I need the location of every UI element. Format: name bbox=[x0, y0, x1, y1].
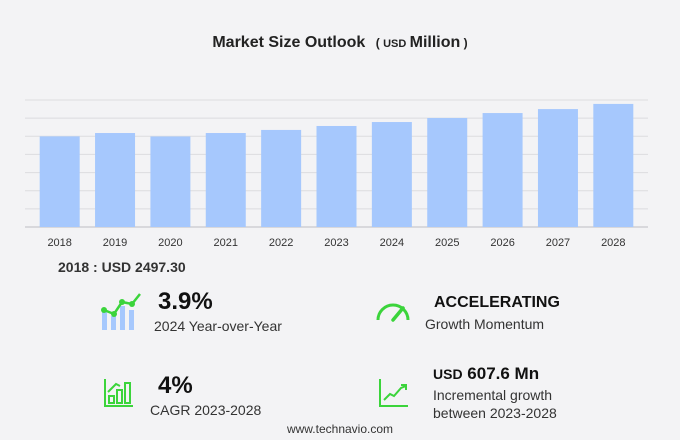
x-tick-label: 2023 bbox=[324, 237, 348, 249]
title-text: Market Size Outlook bbox=[212, 34, 366, 51]
bar-2021 bbox=[205, 133, 246, 227]
incremental-label-2: between 2023-2028 bbox=[433, 405, 557, 421]
cagr-label: CAGR 2023-2028 bbox=[150, 402, 262, 418]
base-year-value: 2018 : USD 2497.30 bbox=[58, 259, 186, 275]
bar-2020 bbox=[150, 136, 191, 227]
bar-2023 bbox=[316, 125, 357, 227]
footer-url: www.technavio.com bbox=[286, 422, 394, 436]
momentum-label: Growth Momentum bbox=[425, 316, 545, 332]
incremental-prefix: USD bbox=[433, 366, 463, 382]
momentum-value: ACCELERATING bbox=[434, 294, 560, 311]
bar-2027 bbox=[537, 109, 578, 227]
bar-2018 bbox=[39, 136, 80, 227]
x-tick-label: 2021 bbox=[214, 237, 238, 249]
x-tick-label: 2020 bbox=[158, 237, 182, 249]
yoy-label: 2024 Year-over-Year bbox=[154, 318, 282, 334]
x-tick-label: 2026 bbox=[490, 237, 514, 249]
incremental-label-1: Incremental growth bbox=[433, 387, 553, 403]
bar-chart: 2018 2019 2020 2021 2022 2023 2024 2025 2026 2027… bbox=[25, 99, 648, 249]
x-tick-label: 2024 bbox=[380, 237, 404, 249]
speedometer-icon bbox=[376, 303, 410, 322]
yoy-value: 3.9% bbox=[158, 288, 213, 315]
unit-text: Million bbox=[409, 34, 461, 51]
chart-title: Market Size Outlook ( USD Million ) bbox=[0, 34, 680, 52]
x-tick-label: 2022 bbox=[269, 237, 293, 249]
incremental-value: USD 607.6 Mn bbox=[433, 364, 539, 384]
x-tick-label: 2025 bbox=[435, 237, 459, 249]
incremental-amount: 607.6 Mn bbox=[467, 364, 540, 383]
bar-2024 bbox=[371, 122, 412, 227]
growth-chart-icon bbox=[101, 293, 141, 330]
bar-2019 bbox=[95, 133, 136, 227]
x-tick-label: 2018 bbox=[47, 237, 71, 249]
trend-line-icon bbox=[379, 379, 408, 407]
unit-label: ( USD Million ) bbox=[375, 34, 468, 51]
cagr-value: 4% bbox=[158, 372, 193, 399]
bar-2025 bbox=[427, 117, 468, 227]
unit-prefix: USD bbox=[383, 38, 407, 50]
bar-2022 bbox=[261, 129, 302, 227]
x-tick-label: 2027 bbox=[546, 237, 570, 249]
bar-chart-icon bbox=[104, 379, 133, 407]
bar-2028 bbox=[593, 103, 634, 227]
bar-2026 bbox=[482, 113, 523, 227]
x-tick-label: 2028 bbox=[601, 237, 625, 249]
x-tick-label: 2019 bbox=[103, 237, 127, 249]
